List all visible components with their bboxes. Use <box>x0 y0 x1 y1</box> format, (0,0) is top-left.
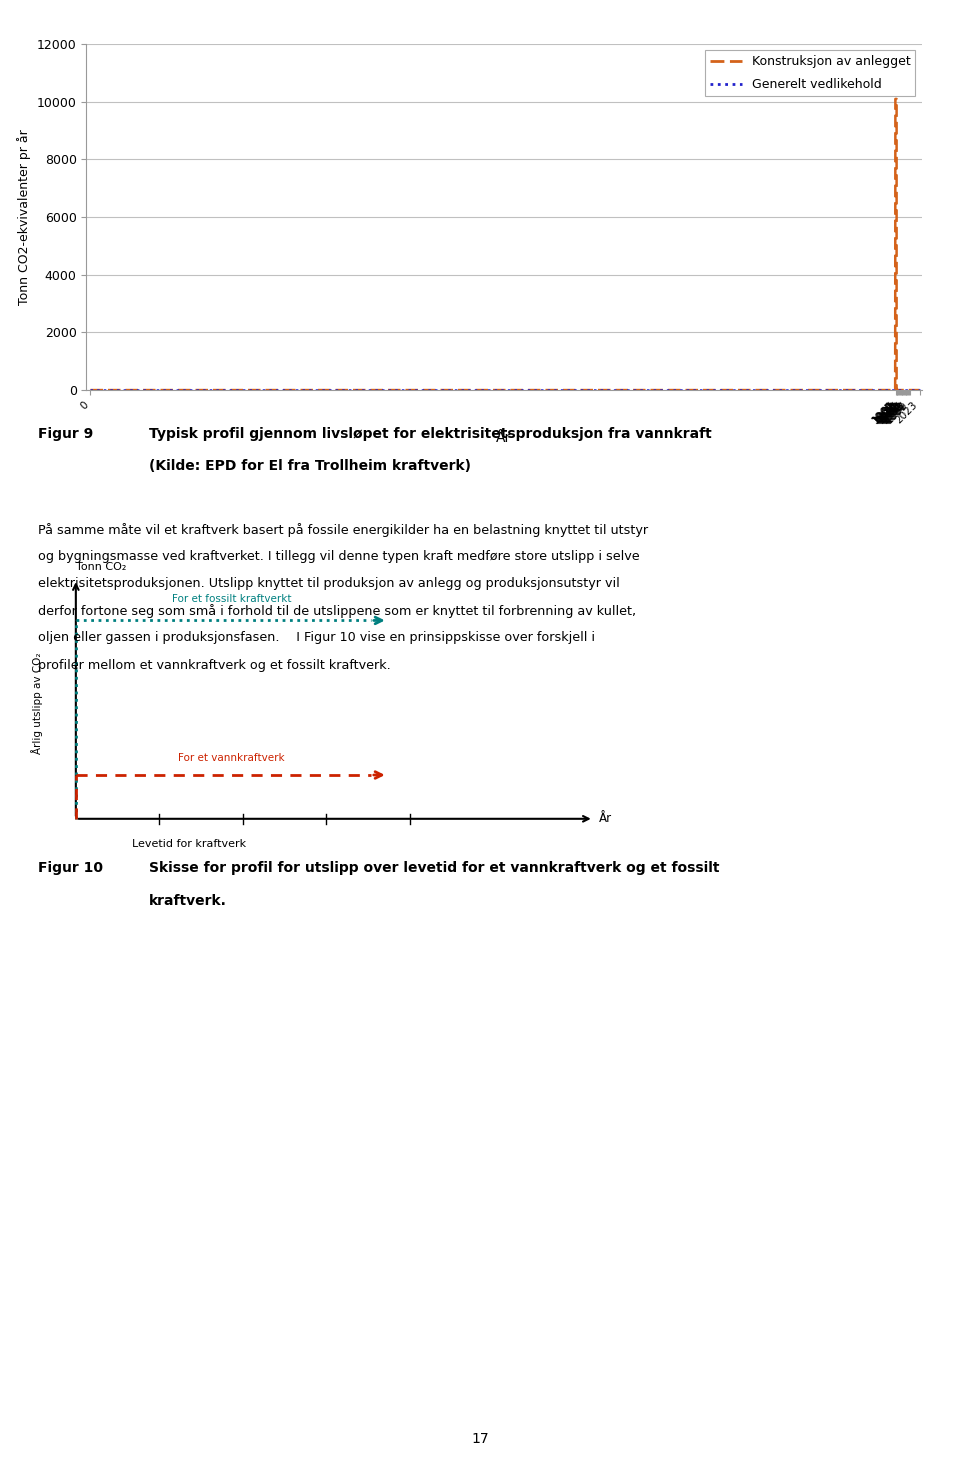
Generelt vedlikehold <box>890 381 901 399</box>
Konstruksjon av anlegget <box>889 381 900 399</box>
Text: profiler mellom et vannkraftverk og et fossilt kraftverk.: profiler mellom et vannkraftverk og et f… <box>38 659 391 671</box>
Text: 17: 17 <box>471 1431 489 1446</box>
Text: og bygningsmasse ved kraftverket. I tillegg vil denne typen kraft medføre store : og bygningsmasse ved kraftverket. I till… <box>38 549 640 562</box>
Konstruksjon av anlegget <box>890 102 901 119</box>
Generelt vedlikehold <box>84 381 96 399</box>
Text: På samme måte vil et kraftverk basert på fossile energikilder ha en belastning k: På samme måte vil et kraftverk basert på… <box>38 523 649 536</box>
Generelt vedlikehold <box>890 381 901 399</box>
Text: elektrisitetsproduksjonen. Utslipp knyttet til produksjon av anlegg og produksjo: elektrisitetsproduksjonen. Utslipp knytt… <box>38 577 620 590</box>
Text: derfor fortone seg som små i forhold til de utslippene som er knyttet til forbre: derfor fortone seg som små i forhold til… <box>38 604 636 618</box>
Text: oljen eller gassen i produksjonsfasen.  I Figur 10 vise en prinsippskisse over f: oljen eller gassen i produksjonsfasen. I… <box>38 631 595 645</box>
Konstruksjon av anlegget <box>891 90 902 107</box>
Konstruksjon av anlegget <box>891 90 902 107</box>
Generelt vedlikehold <box>914 381 925 399</box>
Generelt vedlikehold <box>891 381 902 399</box>
Generelt vedlikehold <box>892 381 903 399</box>
Konstruksjon av anlegget <box>890 90 901 107</box>
Generelt vedlikehold <box>889 381 900 399</box>
Line: Konstruksjon av anlegget: Konstruksjon av anlegget <box>90 99 920 390</box>
Konstruksjon av anlegget <box>889 378 900 396</box>
Konstruksjon av anlegget <box>892 381 903 399</box>
Legend: Konstruksjon av anlegget, Generelt vedlikehold: Konstruksjon av anlegget, Generelt vedli… <box>706 50 915 96</box>
Konstruksjon av anlegget <box>890 90 901 107</box>
Text: År: År <box>599 813 612 826</box>
Text: Levetid for kraftverk: Levetid for kraftverk <box>132 839 246 849</box>
Y-axis label: Tonn CO2-ekvivalenter pr år: Tonn CO2-ekvivalenter pr år <box>17 130 32 305</box>
Text: For et fossilt kraftverkt: For et fossilt kraftverkt <box>172 593 292 604</box>
Konstruksjon av anlegget <box>890 90 901 107</box>
Konstruksjon av anlegget <box>891 378 902 396</box>
Text: kraftverk.: kraftverk. <box>149 894 227 908</box>
Konstruksjon av anlegget <box>914 381 925 399</box>
Konstruksjon av anlegget <box>891 90 902 107</box>
Konstruksjon av anlegget <box>891 381 902 399</box>
Generelt vedlikehold <box>891 381 902 399</box>
Text: For et vannkraftverk: For et vannkraftverk <box>179 754 285 764</box>
Text: Figur 9: Figur 9 <box>38 427 94 442</box>
Text: Årlig utslipp av CO₂: Årlig utslipp av CO₂ <box>31 652 43 754</box>
Konstruksjon av anlegget <box>84 381 96 399</box>
Konstruksjon av anlegget <box>892 381 903 399</box>
X-axis label: År: År <box>496 431 512 445</box>
Text: Typisk profil gjennom livsløpet for elektrisitetsproduksjon fra vannkraft: Typisk profil gjennom livsløpet for elek… <box>149 427 711 442</box>
Text: Tonn CO₂: Tonn CO₂ <box>76 561 126 571</box>
Text: Skisse for profil for utslipp over levetid for et vannkraftverk og et fossilt: Skisse for profil for utslipp over levet… <box>149 861 719 876</box>
Text: (Kilde: EPD for El fra Trollheim kraftverk): (Kilde: EPD for El fra Trollheim kraftve… <box>149 459 470 474</box>
Konstruksjon av anlegget <box>891 381 902 399</box>
Text: Figur 10: Figur 10 <box>38 861 104 876</box>
Generelt vedlikehold <box>891 381 902 399</box>
